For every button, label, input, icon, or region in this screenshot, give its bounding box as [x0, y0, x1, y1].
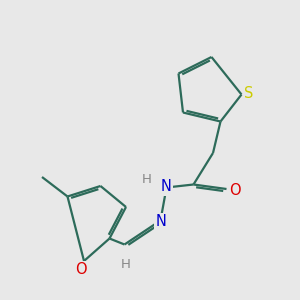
Text: N: N [160, 179, 171, 194]
Text: H: H [121, 257, 131, 271]
Text: O: O [229, 183, 241, 198]
Text: N: N [156, 214, 167, 230]
Text: S: S [244, 86, 254, 101]
Text: H: H [142, 172, 152, 186]
Text: O: O [75, 262, 87, 277]
